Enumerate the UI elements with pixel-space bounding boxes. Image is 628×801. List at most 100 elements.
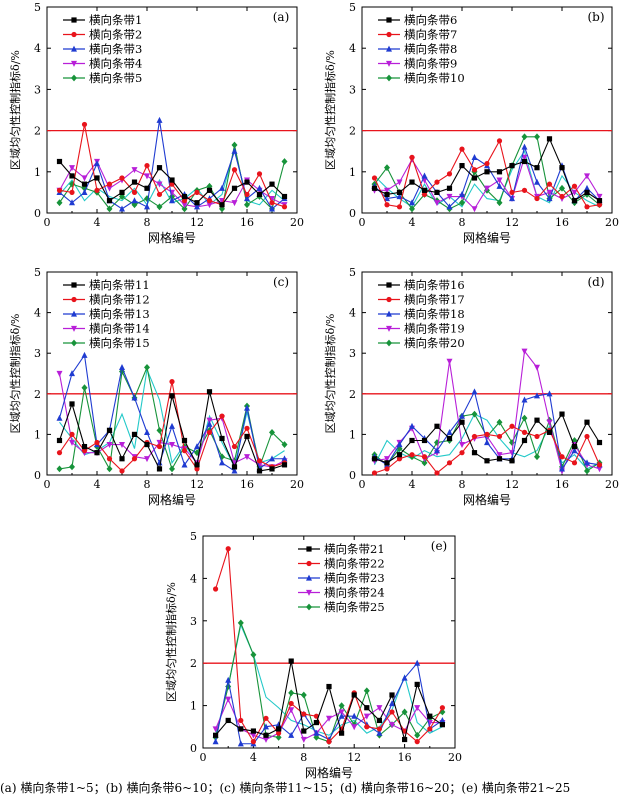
x-tick-label: 20 <box>605 478 619 491</box>
x-tick-label: 0 <box>44 216 51 229</box>
data-point <box>484 160 490 167</box>
series-3 <box>371 143 603 210</box>
legend-label: 横向条带19 <box>404 322 465 336</box>
panel-label: (d) <box>587 275 604 289</box>
data-point <box>194 203 200 210</box>
data-point <box>69 463 75 471</box>
data-point <box>434 423 440 429</box>
data-point <box>421 459 428 467</box>
legend-item-2: 横向条带22 <box>298 557 385 571</box>
panel-label: (a) <box>273 10 290 24</box>
data-point <box>213 732 219 738</box>
data-point <box>496 433 503 440</box>
data-point <box>401 708 408 716</box>
series-3 <box>371 388 603 472</box>
y-axis-label: 区域均匀性控制指标δ/% <box>164 582 178 702</box>
data-point <box>213 586 219 592</box>
legend-marker <box>306 603 312 611</box>
data-point <box>194 466 200 472</box>
data-point <box>434 447 440 454</box>
legend-item-1: 横向条带21 <box>298 542 385 556</box>
series-3 <box>212 659 446 747</box>
data-point <box>231 141 238 149</box>
legend-marker <box>71 31 77 38</box>
legend-item-1: 横向条带6 <box>378 13 457 27</box>
legend-item-3: 横向条带3 <box>63 42 142 56</box>
legend-label: 横向条带10 <box>404 71 465 85</box>
y-tick-label: 0 <box>34 207 41 220</box>
data-point <box>156 165 163 171</box>
chart-panel-2: 0 4 8 12 16 20012345网格编号区域均匀性控制指标δ/%(b)横向条带6横… <box>323 1 619 245</box>
series-1 <box>56 158 288 208</box>
y-tick-label: 1 <box>349 166 356 179</box>
data-point <box>281 158 288 165</box>
data-point <box>396 204 403 210</box>
x-tick-label: 4 <box>94 216 101 229</box>
data-point <box>559 465 565 472</box>
series-2 <box>56 121 288 210</box>
data-point <box>281 462 288 468</box>
data-point <box>396 452 403 458</box>
data-point <box>106 181 113 187</box>
data-point <box>596 198 603 204</box>
data-point <box>376 705 383 712</box>
data-point <box>546 189 553 196</box>
data-point <box>181 193 188 200</box>
data-point <box>119 456 125 462</box>
series-1 <box>213 658 445 743</box>
data-point <box>338 702 345 709</box>
data-point <box>69 370 75 377</box>
data-point <box>106 198 113 204</box>
data-point <box>446 460 453 466</box>
data-point <box>521 437 528 444</box>
series-line <box>58 353 285 472</box>
data-point <box>156 181 163 188</box>
data-point <box>275 721 282 728</box>
data-point <box>119 193 125 200</box>
data-point <box>471 175 478 181</box>
data-point <box>131 431 138 437</box>
data-point <box>509 195 515 202</box>
legend-label: 横向条带7 <box>404 28 457 42</box>
data-point <box>281 441 288 448</box>
series-3 <box>56 351 288 474</box>
data-point <box>364 724 370 730</box>
data-point <box>471 410 478 418</box>
legend-marker <box>306 546 312 552</box>
legend-marker <box>71 310 77 317</box>
legend-item-4: 横向条带14 <box>63 322 150 336</box>
data-point <box>509 458 515 464</box>
y-tick-label: 0 <box>34 469 41 482</box>
data-point <box>231 167 238 173</box>
data-point <box>313 729 320 736</box>
data-point <box>534 364 540 371</box>
data-point <box>219 413 225 419</box>
data-point <box>144 428 150 435</box>
data-point <box>546 181 553 187</box>
panel-label: (e) <box>431 539 447 553</box>
data-point <box>459 450 465 456</box>
data-point <box>446 171 453 177</box>
legend-label: 横向条带4 <box>89 57 142 71</box>
data-point <box>434 179 440 185</box>
data-point <box>584 467 590 475</box>
data-point <box>263 715 269 721</box>
data-point <box>496 199 503 207</box>
data-point <box>571 183 578 189</box>
data-point <box>301 711 307 717</box>
data-point <box>409 199 415 206</box>
data-point <box>256 191 263 198</box>
data-point <box>521 414 528 422</box>
legend-item-4: 横向条带24 <box>298 586 385 600</box>
data-point <box>459 441 465 448</box>
data-point <box>181 461 188 468</box>
data-point <box>225 696 232 703</box>
data-point <box>371 175 378 181</box>
data-point <box>156 191 163 198</box>
data-point <box>81 351 88 358</box>
data-point <box>81 181 88 187</box>
data-point <box>106 441 113 448</box>
data-point <box>281 193 288 200</box>
